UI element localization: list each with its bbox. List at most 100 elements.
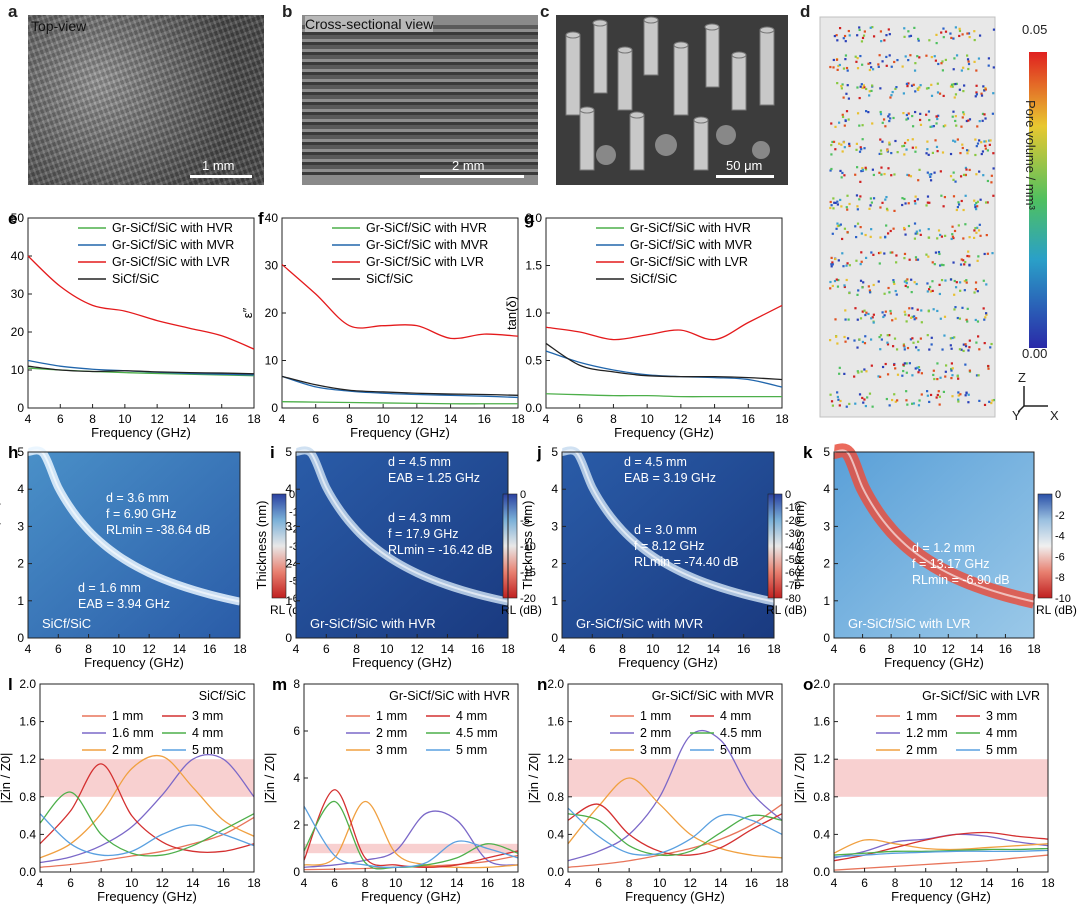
pore-point bbox=[860, 170, 863, 173]
pore-point bbox=[841, 237, 844, 241]
pore-point bbox=[905, 118, 908, 121]
pore-point bbox=[864, 404, 867, 408]
pore-point bbox=[907, 30, 910, 33]
pore-point bbox=[868, 90, 871, 93]
map-background bbox=[28, 452, 240, 638]
pore-point bbox=[960, 69, 963, 72]
pore-point bbox=[973, 199, 976, 202]
pore-point bbox=[845, 264, 848, 267]
axis-z: Z bbox=[1018, 370, 1026, 385]
y-tick-label: 0 bbox=[293, 865, 300, 879]
pore-point bbox=[963, 280, 966, 283]
colorbar-tick: -4 bbox=[1055, 531, 1065, 543]
map-annotation: f = 13.17 GHz bbox=[912, 557, 989, 571]
sem-image-fibers: 50 μm bbox=[556, 15, 788, 185]
pore-point bbox=[951, 367, 954, 370]
panel-label-k: k bbox=[803, 443, 813, 462]
colorbar-tick: 0 bbox=[1055, 489, 1061, 501]
x-tick-label: 8 bbox=[892, 876, 899, 890]
pore-point bbox=[926, 201, 929, 204]
x-tick-label: 12 bbox=[674, 412, 688, 426]
pore-point bbox=[861, 36, 865, 40]
legend-label: 1 mm bbox=[906, 709, 937, 723]
pore-point bbox=[950, 367, 953, 371]
pore-point bbox=[954, 140, 957, 143]
x-tick-label: 16 bbox=[203, 642, 217, 656]
pore-point bbox=[985, 312, 988, 315]
pore-point bbox=[855, 148, 858, 151]
pore-point bbox=[961, 116, 964, 119]
pore-point bbox=[887, 28, 890, 31]
pore-point bbox=[829, 200, 832, 204]
map-annotation: EAB = 3.19 GHz bbox=[624, 471, 716, 485]
pore-point bbox=[835, 58, 839, 61]
pore-point bbox=[891, 251, 894, 254]
pore-point bbox=[992, 167, 995, 170]
x-tick-label: 8 bbox=[85, 642, 92, 656]
pore-point bbox=[858, 198, 861, 201]
pore-point bbox=[978, 170, 981, 173]
pore-point bbox=[830, 153, 833, 156]
pore-point bbox=[910, 278, 913, 281]
pore-point bbox=[854, 173, 857, 176]
pore-point bbox=[831, 232, 834, 235]
pore-point bbox=[928, 201, 931, 204]
pore-point bbox=[878, 335, 881, 339]
pore-point bbox=[962, 343, 965, 346]
impedance-m: Gr-SiCf/SiC with HVR 1 mm 4 mm 2 mm 4.5 mm 3 … bbox=[303, 689, 519, 871]
pore-point bbox=[915, 317, 918, 320]
pore-point bbox=[962, 113, 966, 116]
band-core bbox=[833, 449, 1035, 603]
pore-point bbox=[870, 201, 873, 204]
y-tick-label: 1.6 bbox=[19, 715, 36, 729]
pore-point bbox=[911, 138, 914, 141]
pore-point bbox=[968, 346, 971, 349]
pore-point bbox=[906, 286, 909, 289]
pore-point bbox=[871, 168, 874, 171]
pore-point bbox=[968, 263, 971, 266]
pore-point bbox=[932, 124, 935, 128]
pore-point bbox=[886, 209, 889, 212]
pore-point bbox=[917, 179, 920, 182]
pore-point bbox=[903, 310, 906, 313]
pore-point bbox=[856, 346, 859, 349]
pore-point bbox=[937, 114, 940, 117]
pore-point bbox=[964, 260, 967, 264]
axis-x: X bbox=[1050, 408, 1059, 423]
plot-frame bbox=[295, 451, 509, 639]
pore-point bbox=[889, 96, 892, 99]
legend-label: 3 mm bbox=[640, 743, 671, 757]
pore-point bbox=[942, 263, 945, 267]
x-tick-label: 16 bbox=[481, 876, 495, 890]
pore-point bbox=[974, 203, 977, 207]
pore-point bbox=[919, 123, 923, 126]
pore-point bbox=[854, 55, 857, 58]
pore-point bbox=[950, 362, 953, 365]
pore-point bbox=[942, 94, 945, 98]
x-tick-label: 4 bbox=[831, 642, 838, 656]
pore-point bbox=[859, 146, 862, 149]
pore-point bbox=[861, 396, 864, 400]
map-annotation: d = 4.3 mm bbox=[388, 511, 451, 525]
y-tick-label: 0 bbox=[17, 631, 24, 645]
pore-point bbox=[952, 195, 956, 198]
pore-point bbox=[913, 318, 916, 321]
pore-point bbox=[981, 119, 984, 122]
pore-point bbox=[926, 140, 929, 143]
pore-point bbox=[957, 203, 961, 206]
pore-point bbox=[935, 33, 938, 36]
pore-point bbox=[973, 229, 976, 232]
y-tick-label: 5 bbox=[285, 445, 292, 459]
pore-point bbox=[928, 400, 931, 404]
pore-point bbox=[955, 54, 959, 57]
pore-point bbox=[870, 317, 873, 320]
pore-point bbox=[864, 335, 867, 338]
pore-point bbox=[942, 125, 945, 128]
x-tick-label: 8 bbox=[362, 876, 369, 890]
pore-point bbox=[858, 124, 861, 127]
pore-point bbox=[868, 392, 872, 395]
pore-point bbox=[888, 54, 891, 57]
pore-point bbox=[903, 362, 906, 365]
pore-point bbox=[938, 292, 941, 296]
